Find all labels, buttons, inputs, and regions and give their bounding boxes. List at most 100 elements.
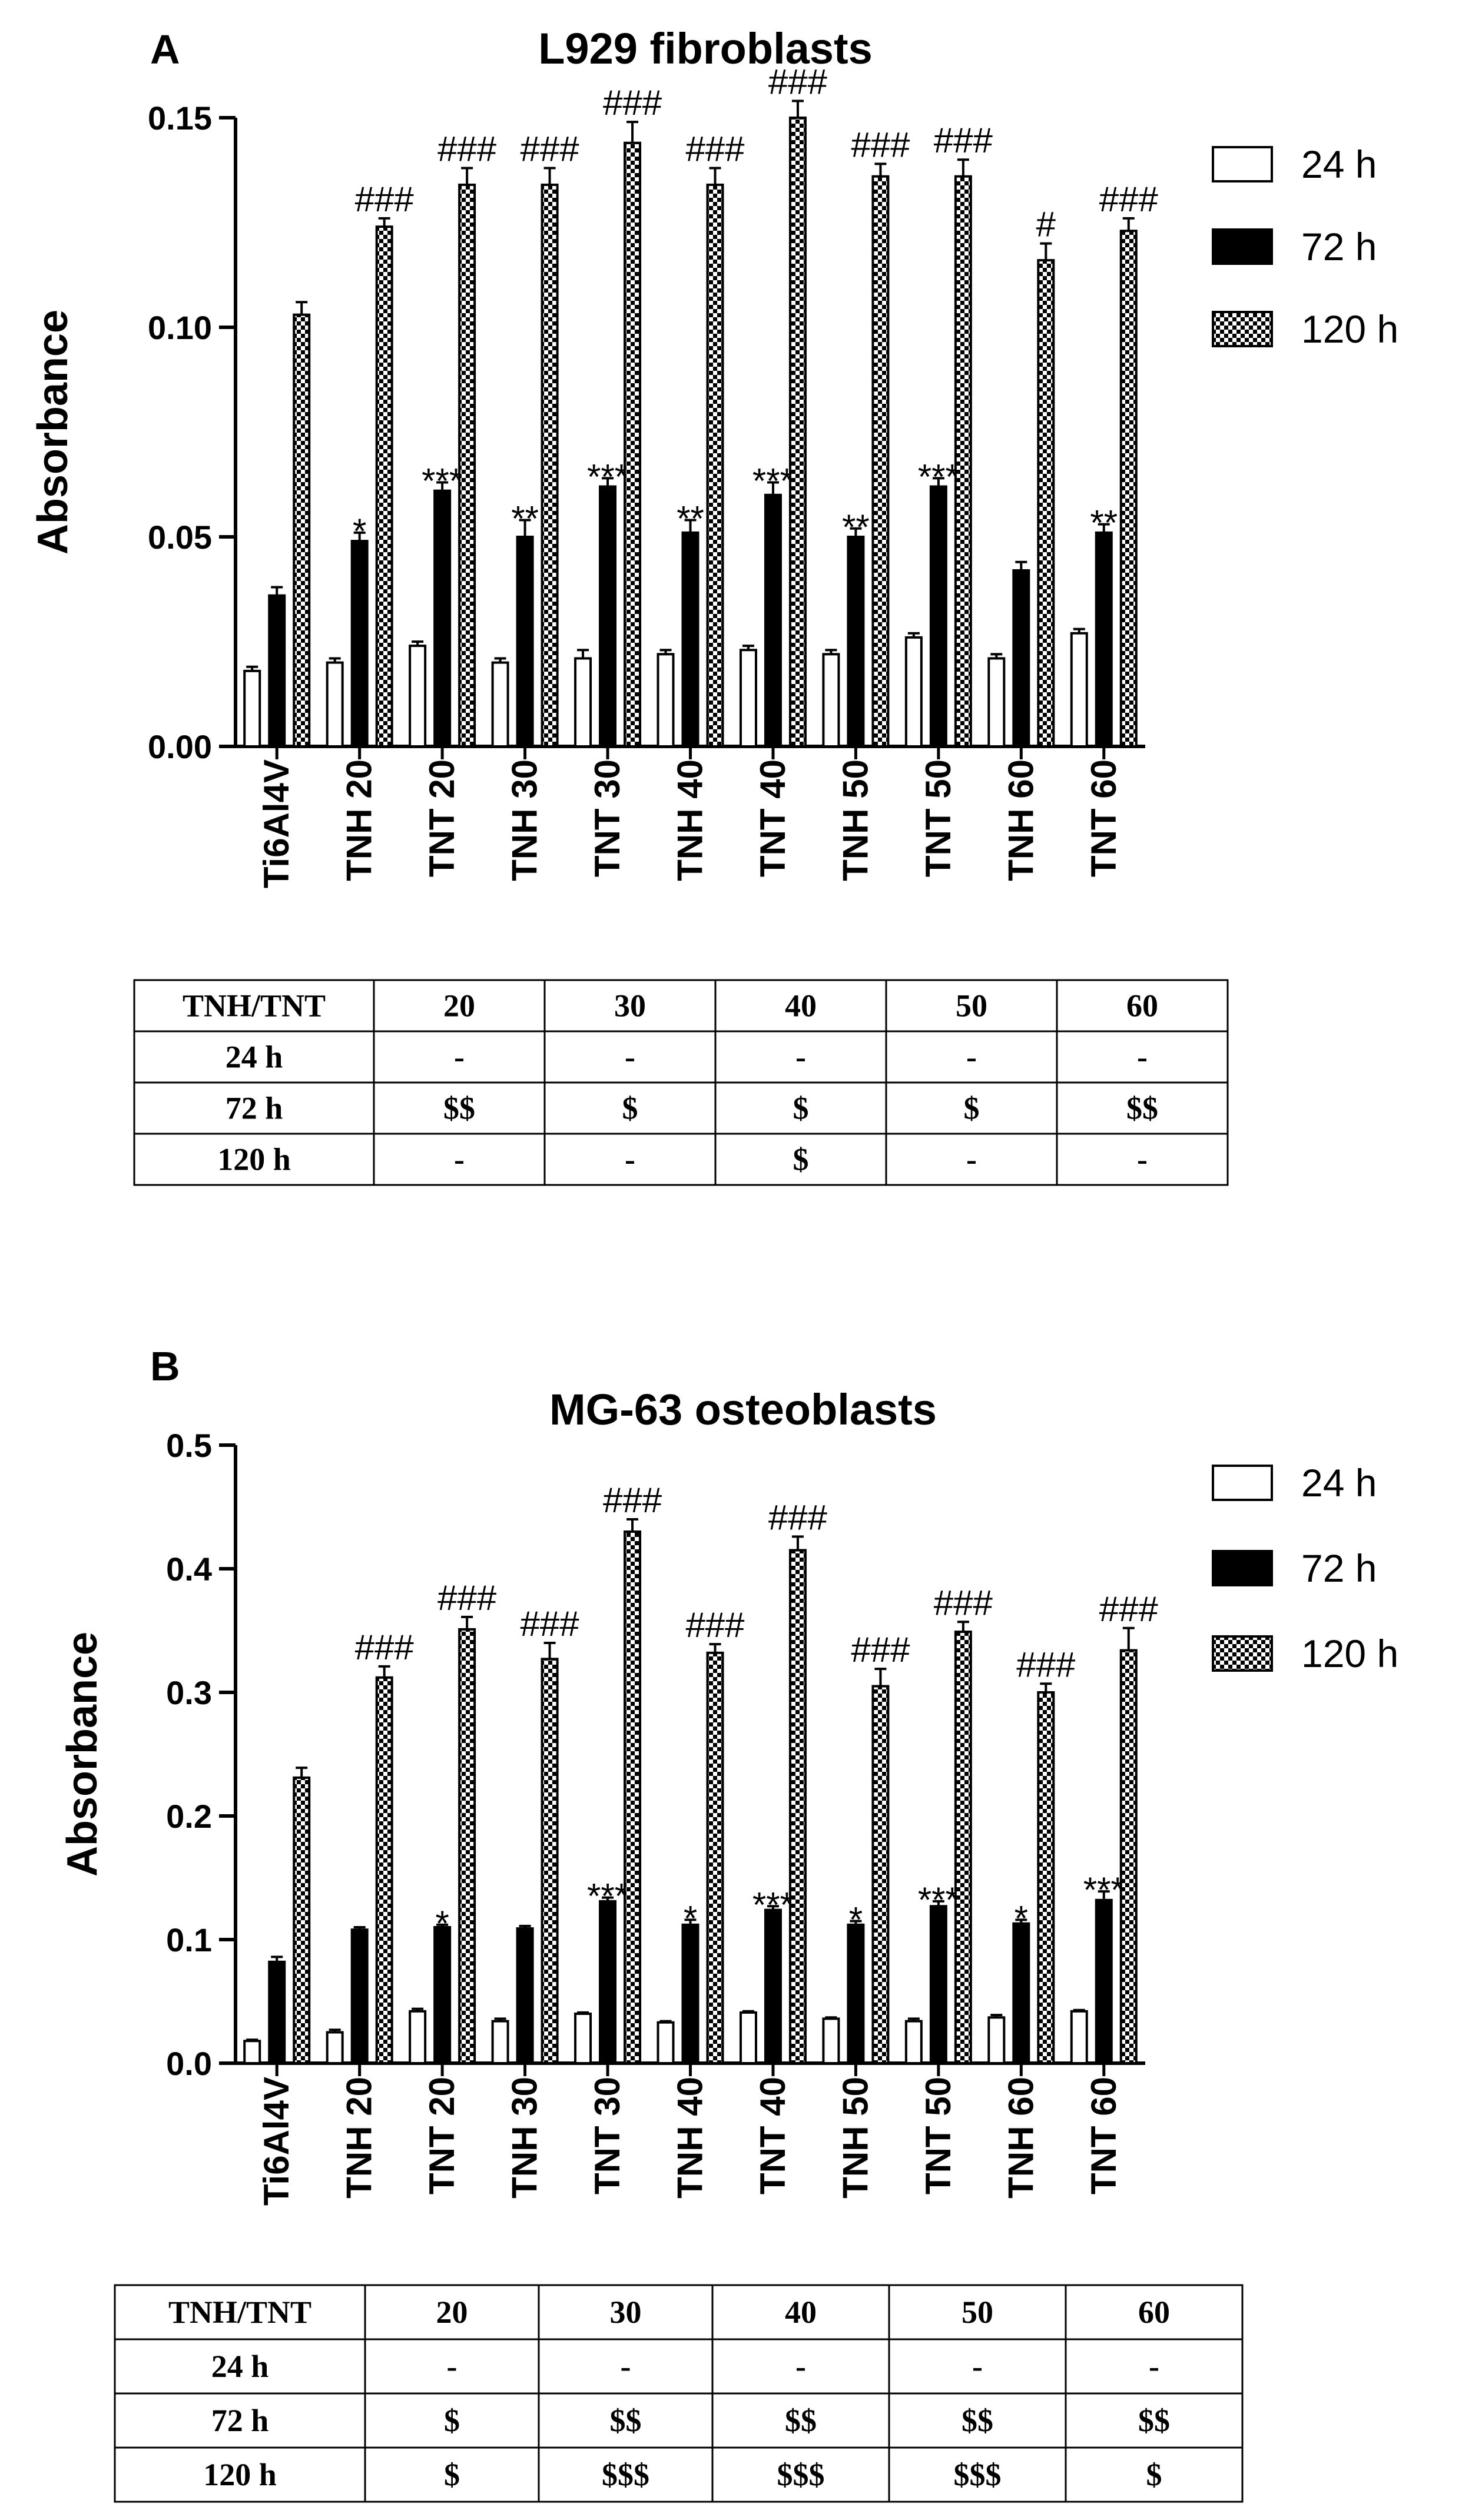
x-tick-label: TNT 30 <box>588 759 627 877</box>
x-tick-label: TNT 40 <box>753 2077 793 2194</box>
bar <box>1037 259 1055 748</box>
table-cell: - <box>447 2349 458 2384</box>
table-header-cell: TNH/TNT <box>168 2295 311 2330</box>
x-tick-label: TNT 60 <box>1084 2077 1123 2194</box>
table-cell: - <box>454 1142 465 1177</box>
table-header-cell: 20 <box>436 2295 468 2330</box>
significance-72h: *** <box>587 457 628 496</box>
significance-72h: ** <box>842 507 870 547</box>
significance-72h: * <box>353 512 366 551</box>
bar <box>268 1960 286 2065</box>
legend-swatch <box>1212 311 1273 347</box>
table-cell: $$$ <box>777 2457 825 2492</box>
x-tick-label: TNT 30 <box>588 2077 627 2194</box>
significance-72h: *** <box>918 457 959 496</box>
significance-72h: ** <box>677 499 704 539</box>
table-cell: - <box>966 1142 977 1177</box>
bar <box>764 493 782 748</box>
bar <box>954 175 972 748</box>
bar <box>739 2011 757 2064</box>
table-header-cell: 30 <box>614 988 646 1024</box>
bar <box>375 1676 393 2065</box>
bar <box>516 536 534 748</box>
bar <box>657 2021 675 2064</box>
x-tick-label: TNT 50 <box>919 759 958 877</box>
bar <box>822 653 840 748</box>
significance-120h: ### <box>437 129 497 168</box>
table-cell: 24 h <box>211 2349 269 2384</box>
table-cell: - <box>972 2349 983 2384</box>
x-tick-label: TNH 20 <box>340 759 379 881</box>
table-cell: $$$ <box>602 2457 649 2492</box>
x-tick-label: TNH 40 <box>671 2077 710 2199</box>
significance-72h: ** <box>1090 503 1118 543</box>
significance-120h: ### <box>934 1583 993 1622</box>
significance-72h: ** <box>511 499 539 539</box>
table-cell: - <box>1137 1142 1148 1177</box>
bar <box>243 669 261 748</box>
table-cell: - <box>795 1040 806 1075</box>
significance-120h: ### <box>934 121 993 160</box>
bar <box>458 1628 476 2064</box>
bar <box>929 485 947 748</box>
significance-120h: # <box>1036 205 1056 244</box>
bar <box>624 1530 642 2064</box>
table-cell: - <box>625 1142 635 1177</box>
table-header-cell: 50 <box>962 2295 993 2330</box>
significance-72h: *** <box>752 1885 794 1924</box>
table-cell: 24 h <box>226 1040 283 1075</box>
bar <box>375 225 393 748</box>
x-tick-label: TNH 50 <box>836 2077 875 2199</box>
bar <box>1037 1691 1055 2064</box>
bar <box>541 183 559 748</box>
panel-letter: B <box>150 1343 180 1389</box>
bar <box>1119 1649 1138 2065</box>
bar <box>1095 531 1113 748</box>
bar <box>987 657 1006 748</box>
bar <box>1119 230 1138 748</box>
significance-120h: ### <box>1099 1589 1159 1629</box>
y-tick-label: 0.4 <box>166 1550 212 1588</box>
chart-title: MG-63 osteoblasts <box>549 1385 937 1434</box>
table-cell: $$ <box>610 2403 642 2438</box>
table-cell: $ <box>793 1091 809 1126</box>
bar <box>326 2031 344 2064</box>
bar <box>326 661 344 748</box>
x-tick-label: TNH 30 <box>505 759 545 881</box>
legend-swatch <box>1212 1465 1273 1501</box>
significance-72h: * <box>849 1900 863 1940</box>
significance-120h: ### <box>521 129 580 168</box>
bar <box>954 1631 972 2065</box>
x-tick-label: Ti6Al4V <box>257 2077 296 2206</box>
bar <box>491 661 509 748</box>
bar <box>871 1685 890 2064</box>
y-tick-label: 0.1 <box>166 1921 212 1958</box>
bar <box>574 2013 592 2064</box>
bar <box>599 1900 617 2064</box>
significance-120h: ### <box>768 62 828 102</box>
table-cell: $$ <box>443 1091 475 1126</box>
table-cell: $$ <box>962 2403 993 2438</box>
table-header-cell: 50 <box>956 988 987 1024</box>
significance-72h: * <box>435 1904 449 1943</box>
bar <box>764 1908 782 2065</box>
y-tick-label: 0.05 <box>148 519 212 556</box>
bar <box>458 183 476 748</box>
x-tick-label: TNH 50 <box>836 759 875 881</box>
legend-label: 72 h <box>1301 225 1377 268</box>
table-cell: $ <box>964 1091 980 1126</box>
bar <box>822 2017 840 2064</box>
bar <box>293 1776 311 2064</box>
y-tick-label: 0.00 <box>148 728 212 765</box>
chart-title: L929 fibroblasts <box>538 24 873 73</box>
y-tick-label: 0.2 <box>166 1798 212 1835</box>
y-tick-label: 0.5 <box>166 1427 212 1464</box>
table-cell: - <box>1137 1040 1148 1075</box>
significance-120h: ### <box>685 1605 745 1645</box>
table-header-cell: 60 <box>1138 2295 1170 2330</box>
panel-letter: A <box>150 26 180 72</box>
bar <box>987 2016 1006 2065</box>
legend-label: 120 h <box>1301 307 1398 351</box>
significance-72h: *** <box>1083 1870 1125 1910</box>
bar <box>1095 1898 1113 2065</box>
